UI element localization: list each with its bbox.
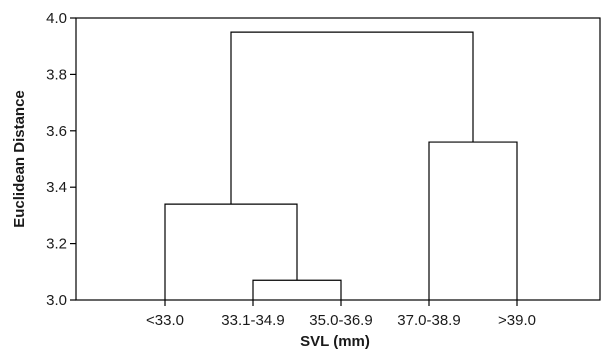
x-axis-labels: <33.0 33.1-34.9 35.0-36.9 37.0-38.9 >39.0 bbox=[146, 300, 536, 329]
y-axis: 3.0 3.2 3.4 3.6 3.8 4.0 bbox=[46, 10, 76, 309]
dendrogram-link bbox=[252, 279, 342, 300]
y-tick-label: 3.4 bbox=[46, 179, 67, 196]
y-axis-title: Euclidean Distance bbox=[11, 90, 28, 228]
dendrogram-links bbox=[164, 31, 518, 300]
dendrogram-link bbox=[428, 141, 518, 300]
x-axis-title: SVL (mm) bbox=[300, 333, 370, 350]
y-tick-label: 3.0 bbox=[46, 292, 67, 309]
plot-frame bbox=[75, 17, 601, 301]
x-tick-label: >39.0 bbox=[498, 312, 536, 329]
x-tick-label: 37.0-38.9 bbox=[397, 312, 460, 329]
x-tick-label: 35.0-36.9 bbox=[309, 312, 372, 329]
y-tick-label: 3.8 bbox=[46, 66, 67, 83]
y-tick-label: 4.0 bbox=[46, 10, 67, 27]
x-tick-label: 33.1-34.9 bbox=[221, 312, 284, 329]
x-tick-label: <33.0 bbox=[146, 312, 184, 329]
dendrogram-link bbox=[164, 203, 298, 300]
y-tick-label: 3.6 bbox=[46, 123, 67, 140]
dendrogram-link bbox=[230, 31, 474, 205]
y-tick-label: 3.2 bbox=[46, 236, 67, 253]
